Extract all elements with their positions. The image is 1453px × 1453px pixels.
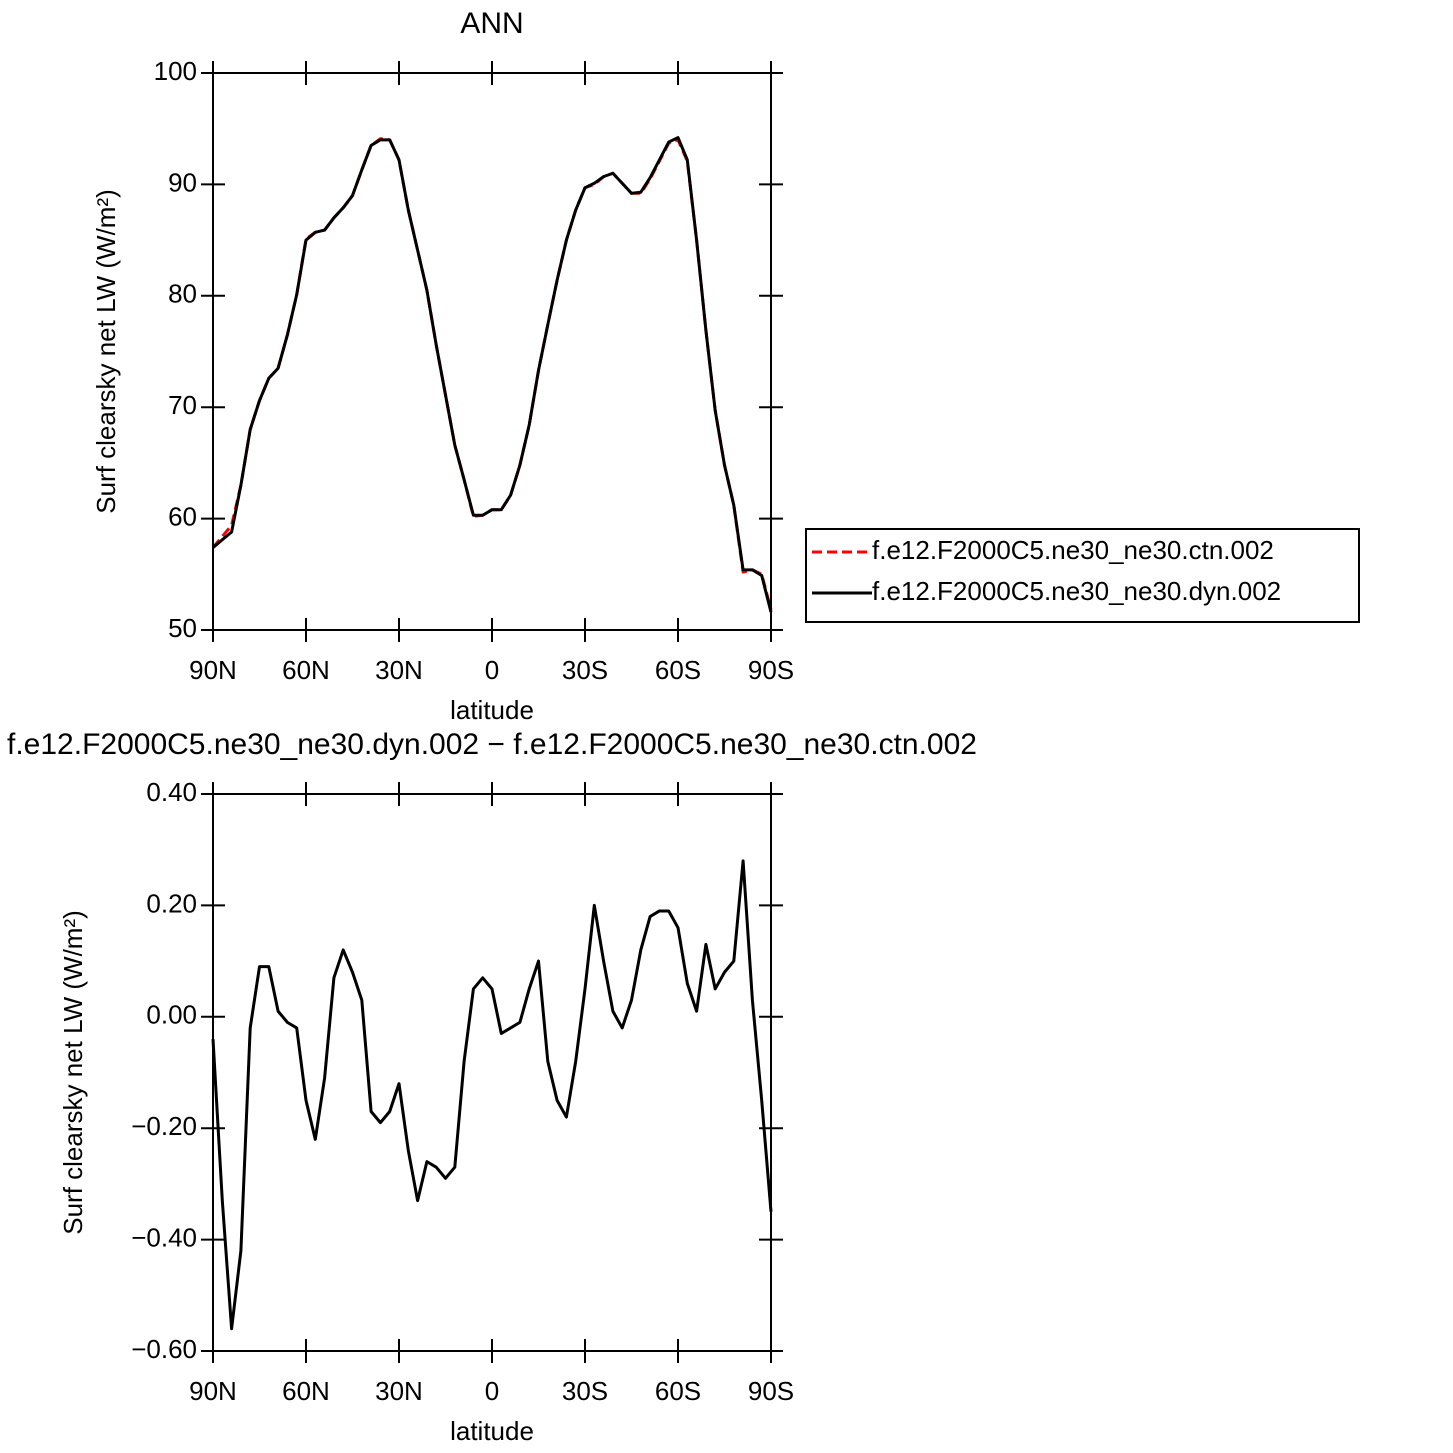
x-tick-label: 30S bbox=[562, 655, 608, 685]
y-tick-label: 70 bbox=[168, 390, 197, 420]
x-axis-label: latitude bbox=[450, 1416, 534, 1446]
x-tick-label: 0 bbox=[485, 655, 499, 685]
y-axis-label: Surf clearsky net LW (W/m²) bbox=[91, 189, 121, 514]
x-tick-label: 90S bbox=[748, 1376, 794, 1406]
y-tick-label: 0.00 bbox=[146, 1000, 197, 1030]
x-tick-label: 60N bbox=[282, 655, 330, 685]
y-tick-label: 90 bbox=[168, 167, 197, 197]
series-line bbox=[212, 136, 773, 613]
y-tick-label: −0.60 bbox=[131, 1334, 197, 1364]
plot-frame bbox=[212, 793, 772, 1352]
y-tick-label: 100 bbox=[154, 56, 197, 86]
x-tick-label: 30N bbox=[375, 655, 423, 685]
x-tick-label: 60S bbox=[655, 1376, 701, 1406]
x-tick-label: 60N bbox=[282, 1376, 330, 1406]
legend-box bbox=[805, 528, 1360, 623]
y-tick-label: 60 bbox=[168, 501, 197, 531]
plot-frame bbox=[212, 72, 772, 631]
y-axis-label: Surf clearsky net LW (W/m²) bbox=[58, 910, 88, 1235]
legend-label: f.e12.F2000C5.ne30_ne30.dyn.002 bbox=[872, 576, 1281, 606]
legend-label: f.e12.F2000C5.ne30_ne30.ctn.002 bbox=[872, 535, 1274, 565]
series-line bbox=[211, 859, 773, 1331]
y-tick-label: −0.20 bbox=[131, 1111, 197, 1141]
x-tick-label: 30N bbox=[375, 1376, 423, 1406]
x-tick-label: 90N bbox=[189, 1376, 237, 1406]
y-tick-label: 0.40 bbox=[146, 777, 197, 807]
x-tick-label: 90N bbox=[189, 655, 237, 685]
series-line bbox=[211, 137, 773, 611]
x-tick-label: 30S bbox=[562, 1376, 608, 1406]
chart-title: ANN bbox=[460, 7, 523, 40]
x-axis-label: latitude bbox=[450, 695, 534, 725]
y-tick-label: 0.20 bbox=[146, 888, 197, 918]
x-tick-label: 60S bbox=[655, 655, 701, 685]
y-tick-label: 80 bbox=[168, 279, 197, 309]
y-tick-label: −0.40 bbox=[131, 1222, 197, 1252]
x-tick-label: 90S bbox=[748, 655, 794, 685]
x-tick-label: 0 bbox=[485, 1376, 499, 1406]
chart-title: f.e12.F2000C5.ne30_ne30.dyn.002 − f.e12.… bbox=[7, 728, 977, 761]
y-tick-label: 50 bbox=[168, 613, 197, 643]
